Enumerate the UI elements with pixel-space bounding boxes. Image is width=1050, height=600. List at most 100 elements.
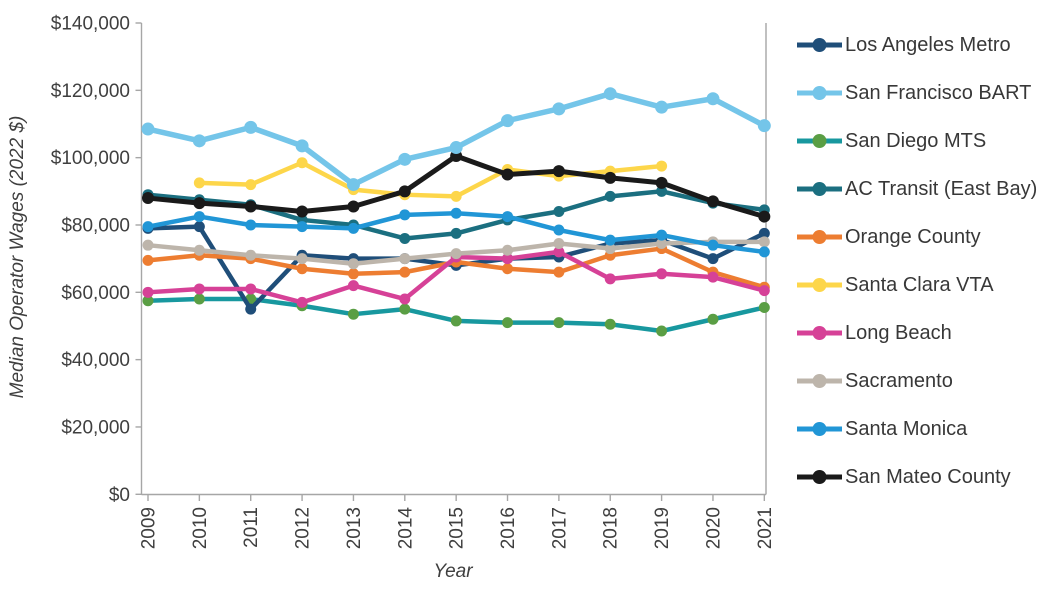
point-san-francisco-bart-2010 — [192, 134, 206, 148]
point-long-beach-2021 — [758, 285, 770, 297]
point-santa-monica-2014 — [399, 209, 411, 221]
point-long-beach-2013 — [347, 280, 359, 292]
y-axis-ticks: $0 $20,000 $40,000 $60,000 $80,000 $100,000 $1… — [51, 14, 142, 506]
point-long-beach-2010 — [193, 283, 205, 295]
y-tick-label: $20,000 — [61, 417, 130, 438]
legend-label-ac-transit-east-bay: AC Transit (East Bay) — [845, 177, 1038, 200]
point-san-mateo-county-2019 — [655, 176, 668, 189]
point-san-francisco-bart-2021 — [757, 119, 771, 133]
point-san-mateo-county-2021 — [758, 210, 771, 223]
x-tick-label: 2012 — [293, 507, 314, 549]
point-santa-clara-vta-2011 — [245, 179, 257, 191]
legend-item-orange-county: Orange County — [797, 225, 1037, 249]
legend-marker-san-mateo-county — [797, 469, 843, 485]
y-tick-label: $0 — [109, 485, 130, 506]
x-tick-label: 2017 — [549, 507, 570, 549]
series-san-diego-mts — [142, 293, 770, 337]
point-san-mateo-county-2010 — [193, 197, 206, 210]
point-long-beach-2011 — [245, 283, 257, 295]
series-line-santa-clara-vta — [199, 160, 662, 199]
point-long-beach-2016 — [502, 253, 514, 265]
point-los-angeles-metro-2010 — [193, 221, 205, 233]
legend-item-santa-clara-vta: Santa Clara VTA — [797, 273, 1037, 297]
point-sacramento-2018 — [604, 243, 616, 255]
legend-marker-ac-transit-east-bay — [797, 181, 843, 197]
point-san-diego-mts-2019 — [656, 325, 668, 337]
point-san-mateo-county-2018 — [604, 171, 617, 184]
legend-item-santa-monica: Santa Monica — [797, 417, 1037, 441]
point-san-diego-mts-2015 — [450, 315, 462, 327]
point-orange-county-2016 — [502, 263, 514, 275]
legend-marker-san-francisco-bart — [797, 85, 843, 101]
point-san-mateo-county-2016 — [501, 168, 514, 181]
point-los-angeles-metro-2011 — [245, 303, 257, 315]
point-san-diego-mts-2017 — [553, 317, 565, 329]
point-san-mateo-county-2017 — [552, 165, 565, 178]
y-tick-label: $40,000 — [61, 350, 130, 371]
legend-label-sacramento: Sacramento — [845, 369, 953, 392]
legend-label-long-beach: Long Beach — [845, 321, 952, 344]
legend-label-san-mateo-county: San Mateo County — [845, 465, 1011, 488]
point-san-francisco-bart-2020 — [706, 92, 720, 106]
point-ac-transit-east-bay-2017 — [553, 206, 565, 218]
point-orange-county-2014 — [399, 266, 411, 278]
x-tick-label: 2014 — [395, 507, 416, 550]
point-santa-monica-2016 — [502, 211, 514, 223]
series-santa-clara-vta — [193, 157, 668, 202]
x-tick-label: 2016 — [498, 507, 519, 549]
point-sacramento-2010 — [193, 244, 205, 256]
point-sacramento-2014 — [399, 253, 411, 265]
series-sacramento — [142, 236, 770, 270]
point-san-diego-mts-2020 — [707, 313, 719, 325]
point-long-beach-2017 — [553, 246, 565, 258]
y-tick-label: $60,000 — [61, 283, 130, 304]
point-orange-county-2009 — [142, 254, 154, 266]
legend-item-los-angeles-metro: Los Angeles Metro — [797, 33, 1037, 57]
point-san-diego-mts-2010 — [193, 293, 205, 305]
point-san-francisco-bart-2015 — [449, 141, 463, 155]
point-san-diego-mts-2009 — [142, 295, 154, 307]
legend-marker-sacramento — [797, 373, 843, 389]
point-santa-monica-2019 — [656, 229, 668, 241]
point-santa-monica-2013 — [347, 222, 359, 234]
point-sacramento-2009 — [142, 239, 154, 251]
point-san-diego-mts-2013 — [347, 308, 359, 320]
legend-label-santa-monica: Santa Monica — [845, 417, 968, 440]
point-long-beach-2014 — [399, 293, 411, 305]
point-santa-monica-2010 — [193, 211, 205, 223]
legend-marker-los-angeles-metro — [797, 37, 843, 53]
point-orange-county-2012 — [296, 263, 308, 275]
legend-marker-long-beach — [797, 325, 843, 341]
point-san-diego-mts-2016 — [502, 317, 514, 329]
point-san-francisco-bart-2014 — [398, 152, 412, 166]
point-santa-monica-2015 — [450, 207, 462, 219]
legend-item-sacramento: Sacramento — [797, 369, 1037, 393]
point-santa-clara-vta-2012 — [296, 157, 308, 169]
legend: Los Angeles Metro San Francisco BART San D… — [797, 33, 1037, 513]
point-long-beach-2019 — [656, 268, 668, 280]
point-los-angeles-metro-2021 — [758, 227, 770, 239]
point-santa-monica-2011 — [245, 219, 257, 231]
x-tick-label: 2015 — [447, 507, 468, 549]
point-ac-transit-east-bay-2018 — [604, 190, 616, 202]
legend-marker-orange-county — [797, 229, 843, 245]
point-san-francisco-bart-2011 — [244, 120, 258, 134]
point-orange-county-2013 — [347, 268, 359, 280]
point-san-mateo-county-2014 — [398, 185, 411, 198]
point-san-francisco-bart-2019 — [655, 100, 669, 114]
point-santa-clara-vta-2019 — [656, 160, 668, 172]
legend-item-san-francisco-bart: San Francisco BART — [797, 81, 1037, 105]
point-santa-clara-vta-2015 — [450, 190, 462, 202]
legend-label-los-angeles-metro: Los Angeles Metro — [845, 33, 1011, 56]
series-san-francisco-bart — [141, 87, 771, 192]
y-axis-title: Median Operator Wages (2022 $) — [7, 115, 28, 399]
legend-label-san-francisco-bart: San Francisco BART — [845, 81, 1032, 104]
legend-marker-santa-monica — [797, 421, 843, 437]
point-san-francisco-bart-2018 — [603, 87, 617, 101]
point-san-mateo-county-2013 — [347, 200, 360, 213]
legend-marker-san-diego-mts — [797, 133, 843, 149]
x-tick-label: 2021 — [755, 507, 776, 549]
point-santa-monica-2009 — [142, 221, 154, 233]
